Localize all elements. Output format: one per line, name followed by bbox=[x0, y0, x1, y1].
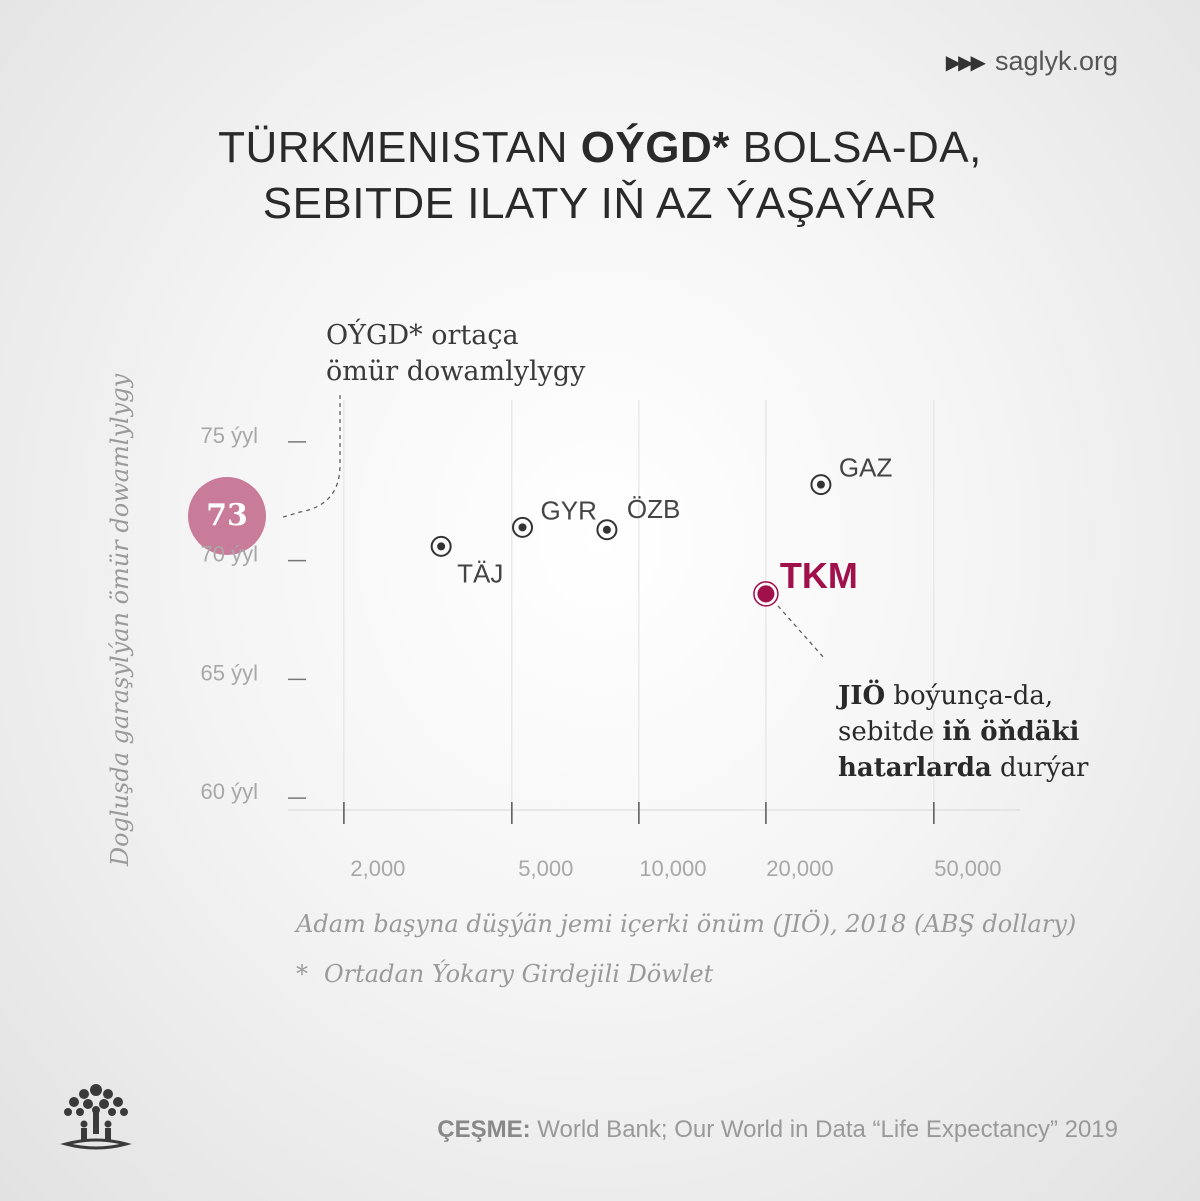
tkm-annotation-line-3: hatarlarda durýar bbox=[838, 750, 1088, 786]
title-line-1-pre: TÜRKMENISTAN bbox=[218, 123, 581, 172]
average-annotation: OÝGD* ortaça ömür dowamlylygy bbox=[326, 318, 585, 390]
tkm-annotation: JIÖ boýunça-da, sebitde iň öňdäki hatarl… bbox=[838, 678, 1088, 786]
x-tick-label: 10,000 bbox=[639, 856, 706, 881]
tkm-leader-line bbox=[777, 605, 825, 659]
data-point-gyr bbox=[518, 523, 527, 532]
y-tick-label: 70 ýyl bbox=[201, 542, 258, 567]
average-annotation-line-2: ömür dowamlylygy bbox=[326, 356, 586, 387]
tkm-annotation-line-2-pre: sebitde bbox=[838, 717, 943, 747]
point-label-tkm: TKM bbox=[780, 555, 858, 596]
title-line-1: TÜRKMENISTAN OÝGD* BOLSA-DA, bbox=[0, 120, 1200, 176]
data-point-tkm bbox=[757, 585, 775, 603]
footnote: * Ortadan Ýokary Girdejili Döwlet bbox=[296, 960, 713, 988]
footnote-star: * bbox=[296, 960, 308, 988]
data-point-ring-özb bbox=[596, 519, 618, 541]
point-label-gaz: GAZ bbox=[839, 453, 893, 483]
data-point-ring-täj bbox=[430, 535, 452, 557]
source-credit: ÇEŞME: World Bank; Our World in Data “Li… bbox=[437, 1116, 1118, 1144]
average-leader-line bbox=[279, 395, 341, 519]
x-axis-title: Adam başyna düşýän jemi içerki önüm (JIÖ… bbox=[296, 910, 1077, 938]
tkm-annotation-line-1-rest: boýunça-da, bbox=[885, 681, 1054, 711]
title-line-2: SEBITDE ILATY IŇ AZ ÝAŞAÝAR bbox=[262, 179, 938, 228]
tkm-annotation-line-2-bold: iň öňdäki bbox=[942, 717, 1080, 747]
footnote-text: Ortadan Ýokary Girdejili Döwlet bbox=[324, 960, 714, 988]
brand-name[interactable]: saglyk.org bbox=[994, 46, 1118, 76]
tkm-annotation-line-3-rest: durýar bbox=[991, 753, 1089, 783]
point-label-özb: ÖZB bbox=[627, 494, 680, 524]
data-point-özb bbox=[602, 525, 611, 534]
x-tick-label: 2,000 bbox=[350, 856, 405, 881]
tree-people-icon bbox=[60, 1084, 132, 1150]
triple-arrow-icon: ▶▶▶ bbox=[945, 49, 986, 74]
data-point-gaz bbox=[816, 480, 825, 489]
data-point-ring-tkm bbox=[753, 581, 779, 607]
average-value-badge: 73 bbox=[188, 477, 266, 555]
point-label-täj: TÄJ bbox=[457, 558, 503, 588]
tkm-annotation-line-3-bold: hatarlarda bbox=[838, 753, 992, 783]
data-point-ring-gyr bbox=[512, 516, 534, 538]
page-title: TÜRKMENISTAN OÝGD* BOLSA-DA, SEBITDE ILA… bbox=[0, 120, 1200, 232]
tkm-annotation-line-1: JIÖ boýunça-da, bbox=[838, 678, 1088, 714]
y-tick-label: 60 ýyl bbox=[201, 779, 258, 804]
source-label: ÇEŞME: bbox=[437, 1116, 531, 1143]
x-tick-label: 50,000 bbox=[934, 856, 1001, 881]
data-point-täj bbox=[437, 542, 446, 551]
average-annotation-line-1: OÝGD* ortaça bbox=[326, 320, 519, 351]
brand: ▶▶▶ saglyk.org bbox=[946, 46, 1118, 77]
x-tick-label: 20,000 bbox=[766, 856, 833, 881]
tkm-annotation-line-2: sebitde iň öňdäki bbox=[838, 714, 1088, 750]
y-tick-label: 75 ýyl bbox=[201, 423, 258, 448]
source-text: World Bank; Our World in Data “Life Expe… bbox=[530, 1116, 1118, 1143]
title-line-1-post: BOLSA-DA, bbox=[729, 123, 982, 172]
point-label-gyr: GYR bbox=[541, 495, 597, 525]
tkm-annotation-line-1-bold: JIÖ bbox=[838, 681, 886, 711]
data-point-ring-gaz bbox=[810, 474, 832, 496]
x-tick-label: 5,000 bbox=[518, 856, 573, 881]
y-tick-label: 65 ýyl bbox=[201, 660, 258, 685]
title-line-1-bold: OÝGD* bbox=[580, 123, 730, 172]
